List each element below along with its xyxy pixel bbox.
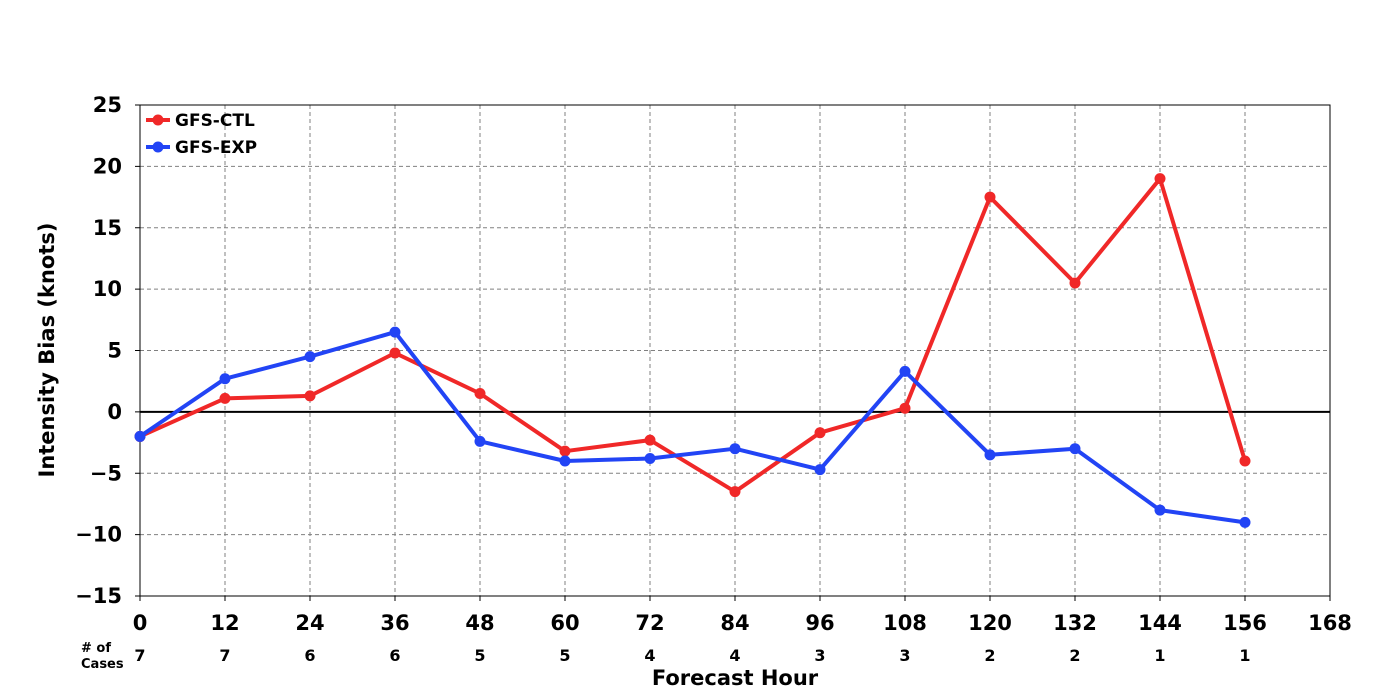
case-count: 3 (814, 646, 825, 665)
data-point (1069, 277, 1081, 289)
case-count: 6 (304, 646, 315, 665)
data-point (219, 373, 231, 385)
series-gfs-exp (134, 326, 1251, 528)
data-point (134, 430, 146, 442)
y-axis-title: Intensity Bias (knots) (35, 223, 59, 478)
y-tick-label: −10 (75, 523, 122, 547)
x-tick-label: 156 (1223, 611, 1267, 635)
y-tick-label: 20 (93, 154, 122, 178)
data-point (219, 392, 231, 404)
data-point (389, 347, 401, 359)
data-point (1239, 516, 1251, 528)
legend: GFS-CTL GFS-EXP (146, 111, 257, 158)
cases-label-line-1: # of (81, 641, 111, 656)
x-tick-label: 84 (720, 611, 749, 635)
x-tick-label: 48 (465, 611, 494, 635)
case-count: 4 (644, 646, 655, 665)
y-tick-label: 0 (107, 400, 122, 424)
x-tick-label: 60 (550, 611, 579, 635)
cases-label-line-2: Cases (81, 657, 124, 672)
series-line (139, 176, 1247, 494)
x-tick-label: 36 (380, 611, 409, 635)
data-point (474, 387, 486, 399)
x-tick-label: 72 (635, 611, 664, 635)
data-point (814, 464, 826, 476)
cases-row: 7 7 6 6 5 5 4 4 3 3 2 2 1 1 (134, 646, 1250, 665)
legend-marker (152, 114, 164, 126)
case-count: 6 (389, 646, 400, 665)
case-count: 2 (984, 646, 995, 665)
x-tick-label: 132 (1053, 611, 1097, 635)
case-count: 1 (1154, 646, 1165, 665)
y-tick-label: 10 (93, 277, 122, 301)
x-tick-label: 168 (1308, 611, 1352, 635)
x-axis-title: Forecast Hour (652, 666, 819, 690)
x-tick-label: 96 (805, 611, 834, 635)
case-count: 7 (219, 646, 230, 665)
legend-item: GFS-EXP (146, 138, 257, 158)
data-point (1154, 173, 1166, 185)
grid-lines (140, 105, 1330, 596)
series-layer (134, 173, 1251, 528)
data-point (729, 443, 741, 455)
data-point (1239, 455, 1251, 467)
data-point (304, 390, 316, 402)
data-point (729, 486, 741, 498)
case-count: 5 (474, 646, 485, 665)
y-tick-labels: −15 −10 −5 0 5 10 15 20 25 (75, 93, 140, 608)
y-tick-label: 15 (93, 216, 122, 240)
case-count: 1 (1239, 646, 1250, 665)
data-point (644, 434, 656, 446)
data-point (899, 402, 911, 414)
case-count: 3 (899, 646, 910, 665)
case-count: 5 (559, 646, 570, 665)
legend-marker (152, 141, 164, 153)
case-count: 7 (134, 646, 145, 665)
data-point (1069, 443, 1081, 455)
x-tick-label: 120 (968, 611, 1012, 635)
data-point (984, 449, 996, 461)
case-count: 4 (729, 646, 740, 665)
case-count: 2 (1069, 646, 1080, 665)
y-tick-label: −15 (75, 584, 122, 608)
series-line (138, 330, 1246, 525)
data-point (814, 427, 826, 439)
data-point (559, 445, 571, 457)
data-point (644, 453, 656, 465)
y-tick-label: 5 (107, 339, 122, 363)
legend-label: GFS-CTL (175, 111, 255, 131)
data-point (899, 365, 911, 377)
data-point (389, 326, 401, 338)
data-point (559, 455, 571, 467)
legend-label: GFS-EXP (175, 138, 257, 158)
x-tick-label: 24 (295, 611, 324, 635)
series-gfs-ctl (134, 173, 1251, 498)
x-tick-label: 0 (133, 611, 148, 635)
data-point (474, 435, 486, 447)
y-tick-label: 25 (93, 93, 122, 117)
x-tick-label: 144 (1138, 611, 1182, 635)
legend-item: GFS-CTL (146, 111, 255, 131)
x-tick-labels: 0 12 24 36 48 60 72 84 96 108 120 132 144 156 168 (133, 596, 1352, 635)
x-tick-label: 108 (883, 611, 927, 635)
x-tick-label: 12 (210, 611, 239, 635)
data-point (304, 351, 316, 363)
y-tick-label: −5 (90, 461, 122, 485)
data-point (984, 191, 996, 203)
data-point (1154, 504, 1166, 516)
